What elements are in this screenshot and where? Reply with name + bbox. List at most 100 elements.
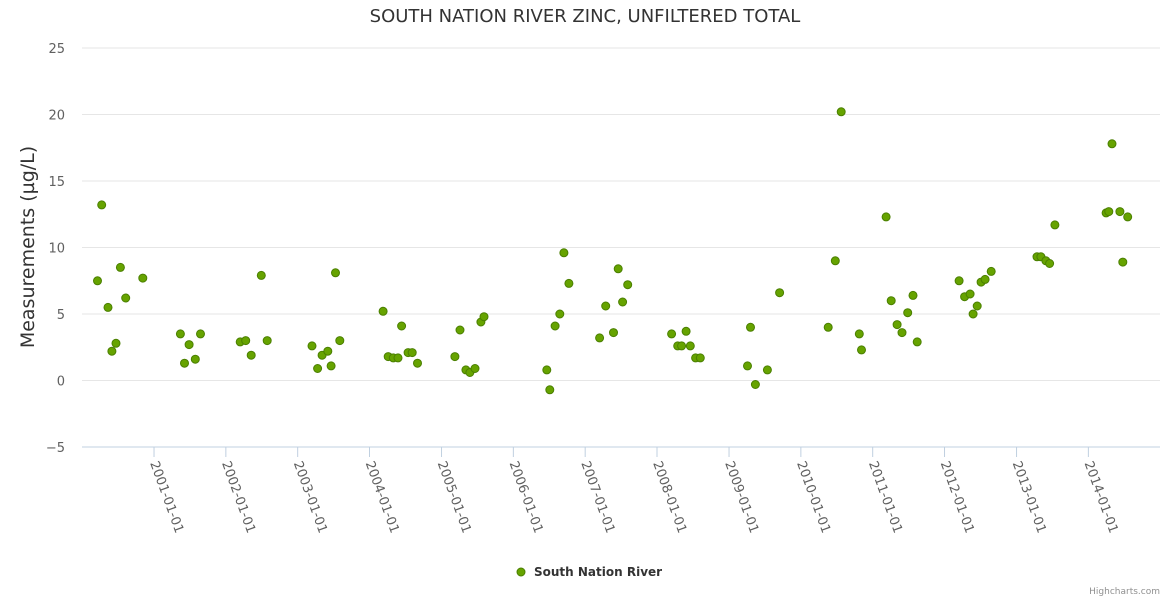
- data-point[interactable]: [564, 278, 574, 288]
- data-point[interactable]: [762, 365, 772, 375]
- data-point[interactable]: [1115, 207, 1125, 217]
- data-point[interactable]: [1123, 212, 1133, 222]
- data-point[interactable]: [1118, 257, 1128, 267]
- data-point[interactable]: [601, 301, 611, 311]
- data-point[interactable]: [881, 212, 891, 222]
- data-point[interactable]: [897, 328, 907, 338]
- data-point[interactable]: [397, 321, 407, 331]
- data-point[interactable]: [180, 358, 189, 368]
- data-point[interactable]: [335, 336, 345, 346]
- data-point[interactable]: [246, 350, 256, 360]
- data-point[interactable]: [623, 280, 633, 290]
- data-point[interactable]: [857, 345, 866, 355]
- y-tick-label: −5: [46, 441, 65, 456]
- data-point[interactable]: [677, 341, 687, 351]
- data-point[interactable]: [618, 297, 628, 307]
- data-point[interactable]: [908, 290, 918, 300]
- data-point[interactable]: [746, 322, 755, 332]
- data-point[interactable]: [550, 321, 560, 331]
- data-point[interactable]: [743, 361, 752, 371]
- data-point[interactable]: [138, 273, 148, 283]
- data-point[interactable]: [313, 364, 323, 373]
- data-point[interactable]: [121, 293, 131, 303]
- y-axis-title: Measurements (µg/L): [17, 146, 39, 348]
- data-point[interactable]: [1050, 220, 1060, 230]
- data-point[interactable]: [886, 296, 896, 306]
- data-point[interactable]: [667, 329, 677, 339]
- grid-layer: [82, 47, 1160, 448]
- data-point[interactable]: [613, 264, 623, 274]
- data-point[interactable]: [479, 312, 489, 322]
- data-points: [93, 107, 1133, 395]
- x-tick-label: 2004-01-01: [362, 459, 402, 535]
- data-point[interactable]: [107, 346, 117, 356]
- data-point[interactable]: [972, 301, 982, 311]
- data-point[interactable]: [97, 200, 107, 210]
- x-axis: 2001-01-01 2002-01-01 2003-01-01 2004-01-01…: [146, 447, 1121, 535]
- data-point[interactable]: [115, 262, 125, 272]
- data-point[interactable]: [836, 107, 846, 117]
- data-point[interactable]: [954, 276, 964, 286]
- data-point[interactable]: [695, 353, 705, 363]
- data-point[interactable]: [892, 320, 902, 330]
- data-point[interactable]: [986, 266, 996, 276]
- y-axis-ticks: −5 0 5 10 15 20 25: [46, 42, 65, 456]
- data-point[interactable]: [830, 256, 840, 266]
- data-point[interactable]: [681, 326, 691, 336]
- legend-label-south-nation-river[interactable]: South Nation River: [534, 565, 662, 579]
- data-point[interactable]: [903, 308, 913, 318]
- legend-marker: [516, 567, 526, 577]
- x-tick-label: 2008-01-01: [649, 459, 689, 535]
- data-point[interactable]: [184, 340, 194, 350]
- x-tick-label: 2002-01-01: [218, 459, 258, 535]
- data-point[interactable]: [542, 365, 552, 375]
- data-point[interactable]: [378, 306, 388, 316]
- data-point[interactable]: [545, 385, 555, 395]
- data-point[interactable]: [685, 341, 695, 351]
- data-point[interactable]: [470, 364, 480, 373]
- data-point[interactable]: [750, 380, 760, 389]
- y-tick-label: 0: [57, 375, 65, 390]
- data-point[interactable]: [196, 329, 205, 339]
- data-point[interactable]: [175, 329, 185, 339]
- data-point[interactable]: [980, 274, 990, 284]
- data-point[interactable]: [555, 309, 565, 319]
- data-point[interactable]: [413, 358, 422, 368]
- x-tick-label: 2005-01-01: [434, 459, 474, 535]
- data-point[interactable]: [595, 333, 605, 343]
- data-point[interactable]: [262, 336, 272, 346]
- data-point[interactable]: [559, 248, 569, 258]
- data-point[interactable]: [1104, 207, 1114, 217]
- data-point[interactable]: [912, 337, 922, 347]
- data-point[interactable]: [393, 353, 403, 363]
- data-point[interactable]: [854, 329, 864, 339]
- data-point[interactable]: [256, 270, 266, 280]
- data-point[interactable]: [1045, 259, 1055, 268]
- data-point[interactable]: [823, 322, 833, 332]
- data-point[interactable]: [1107, 139, 1117, 149]
- data-point[interactable]: [190, 354, 200, 364]
- y-tick-label: 25: [48, 42, 65, 57]
- data-point[interactable]: [111, 338, 121, 348]
- data-point[interactable]: [609, 328, 618, 338]
- data-point[interactable]: [965, 289, 975, 299]
- chart-title: SOUTH NATION RIVER ZINC, UNFILTERED TOTA…: [369, 6, 801, 27]
- x-tick-label: 2001-01-01: [146, 459, 186, 535]
- x-tick-label: 2011-01-01: [865, 459, 905, 535]
- data-point[interactable]: [307, 341, 317, 351]
- data-point[interactable]: [103, 302, 113, 312]
- data-point[interactable]: [407, 348, 417, 358]
- x-tick-label: 2006-01-01: [506, 459, 546, 535]
- data-point[interactable]: [326, 361, 336, 371]
- data-point[interactable]: [331, 268, 340, 278]
- credits-link[interactable]: Highcharts.com: [1089, 587, 1160, 597]
- data-point[interactable]: [455, 325, 465, 335]
- data-point[interactable]: [241, 336, 251, 346]
- data-point[interactable]: [775, 288, 785, 298]
- data-point[interactable]: [93, 276, 102, 286]
- data-point[interactable]: [450, 352, 460, 362]
- legend[interactable]: South Nation River: [516, 565, 662, 579]
- data-point[interactable]: [968, 309, 978, 319]
- data-point[interactable]: [323, 346, 333, 356]
